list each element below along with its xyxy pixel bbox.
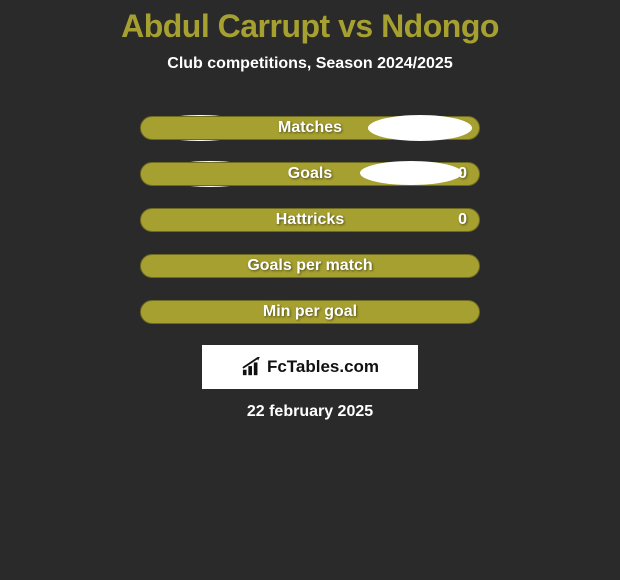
comparison-container: Abdul Carrupt vs Ndongo Club competition… <box>0 0 620 421</box>
stat-value: 0 <box>458 211 467 229</box>
stat-label: Hattricks <box>141 211 479 229</box>
stat-bar: Hattricks0 <box>140 208 480 232</box>
stat-row: Matches2 <box>140 105 480 151</box>
stat-row: Goals per match <box>140 243 480 289</box>
stat-row: Hattricks0 <box>140 197 480 243</box>
brand-text: FcTables.com <box>267 357 379 377</box>
brand-box: FcTables.com <box>202 345 418 389</box>
brand-chart-icon <box>241 357 263 377</box>
stat-bar: Goals per match <box>140 254 480 278</box>
page-subtitle: Club competitions, Season 2024/2025 <box>167 55 452 73</box>
date-text: 22 february 2025 <box>247 403 373 421</box>
stat-bar: Min per goal <box>140 300 480 324</box>
player-right-marker <box>368 115 472 141</box>
page-title: Abdul Carrupt vs Ndongo <box>121 8 499 45</box>
stat-label: Min per goal <box>141 303 479 321</box>
stat-row: Min per goal <box>140 289 480 335</box>
stat-label: Goals per match <box>141 257 479 275</box>
player-right-marker <box>360 161 462 185</box>
stat-row: Goals0 <box>140 151 480 197</box>
stats-rows: Matches2Goals0 Hattricks0 Goals per match M… <box>140 105 480 335</box>
